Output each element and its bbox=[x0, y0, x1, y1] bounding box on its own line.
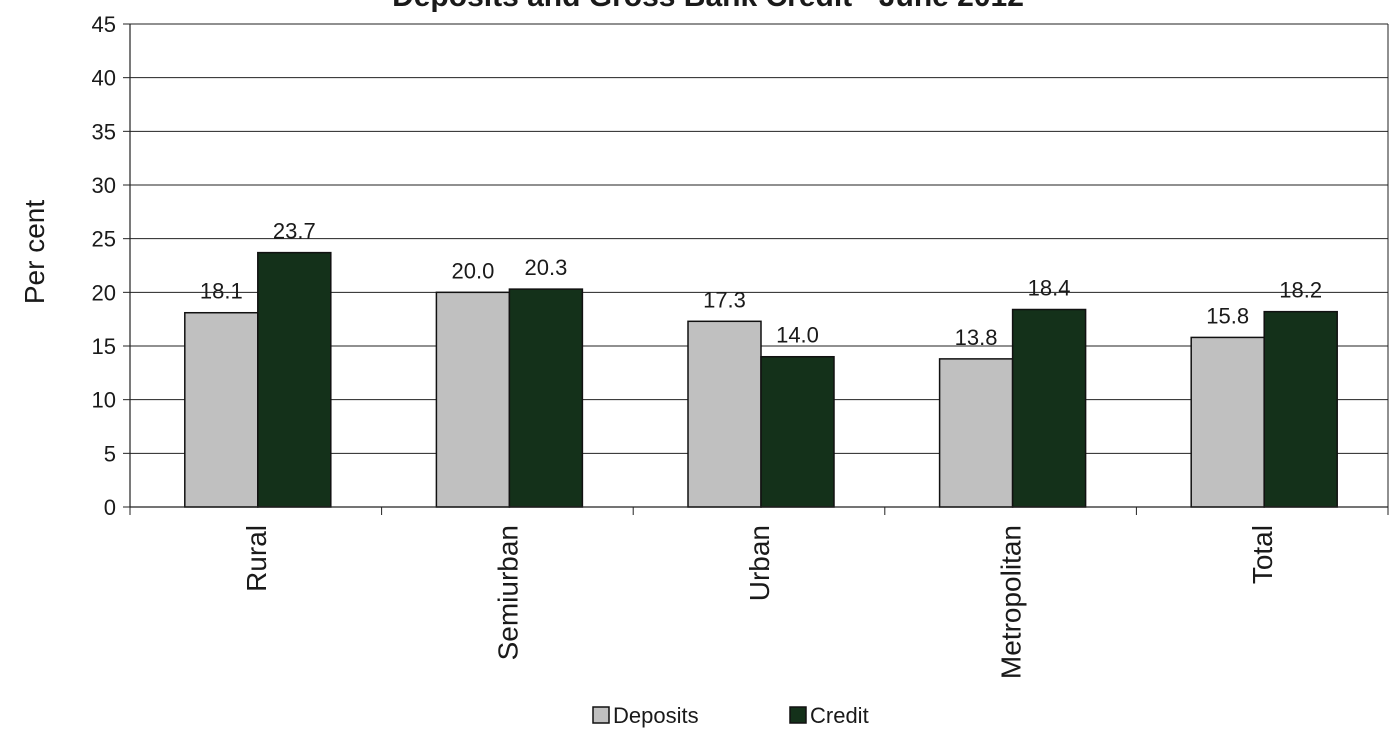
bar-layer bbox=[184, 251, 1338, 508]
bar-credit-total bbox=[1263, 310, 1338, 508]
data-label-deposits-rural: 18.1 bbox=[200, 279, 243, 304]
data-label-deposits-metropolitan: 13.8 bbox=[955, 325, 998, 350]
y-tick-label: 15 bbox=[92, 334, 116, 359]
bar-deposits-urban bbox=[687, 320, 762, 508]
bar-deposits-semiurban bbox=[435, 291, 511, 508]
y-tick-label: 30 bbox=[92, 173, 116, 198]
legend-label-credit: Credit bbox=[810, 703, 869, 728]
x-category-label-rural: Rural bbox=[241, 525, 272, 592]
legend-label-deposits: Deposits bbox=[613, 703, 699, 728]
bar-deposits-metropolitan bbox=[938, 358, 1014, 508]
legend-swatch-credit bbox=[789, 706, 807, 724]
bar-credit-semiurban bbox=[508, 288, 584, 508]
x-category-label-total: Total bbox=[1247, 525, 1278, 584]
y-tick-label: 0 bbox=[104, 495, 116, 520]
label-layer: 18.1 23.7 20.0 20.3 17.3 14.0 13.8 18.4 15.8 18.2 bbox=[200, 219, 1322, 350]
bar-credit-rural bbox=[257, 251, 332, 508]
x-category-label-semiurban: Semiurban bbox=[492, 525, 523, 660]
data-label-deposits-total: 15.8 bbox=[1206, 303, 1249, 328]
y-axis-label: Per cent bbox=[19, 200, 50, 304]
y-tick-label: 10 bbox=[92, 388, 116, 413]
bar-deposits-total bbox=[1190, 336, 1265, 508]
y-tick-label: 25 bbox=[92, 227, 116, 252]
data-label-credit-total: 18.2 bbox=[1279, 278, 1322, 303]
x-category-label-metropolitan: Metropolitan bbox=[996, 525, 1027, 679]
chart-title: Deposits and Gross Bank Credit - June 20… bbox=[392, 0, 1024, 13]
axis-layer: 0 5 10 15 20 25 30 35 40 45 Rural Semiurban Urban Met… bbox=[92, 12, 1389, 679]
bar-credit-metropolitan bbox=[1011, 308, 1087, 508]
y-tick-label: 40 bbox=[92, 66, 116, 91]
x-category-label-urban: Urban bbox=[744, 525, 775, 601]
data-label-credit-urban: 14.0 bbox=[776, 323, 819, 348]
data-label-credit-metropolitan: 18.4 bbox=[1028, 276, 1071, 301]
y-tick-label: 45 bbox=[92, 12, 116, 37]
y-tick-label: 35 bbox=[92, 119, 116, 144]
y-tick-label: 20 bbox=[92, 280, 116, 305]
legend: Deposits Credit bbox=[592, 703, 869, 728]
data-label-deposits-urban: 17.3 bbox=[703, 287, 746, 312]
y-tick-label: 5 bbox=[104, 441, 116, 466]
data-label-credit-rural: 23.7 bbox=[273, 219, 316, 244]
bar-credit-urban bbox=[760, 355, 835, 508]
legend-swatch-deposits bbox=[592, 706, 610, 724]
data-label-deposits-semiurban: 20.0 bbox=[451, 258, 494, 283]
data-label-credit-semiurban: 20.3 bbox=[524, 255, 567, 280]
bar-deposits-rural bbox=[184, 311, 259, 508]
